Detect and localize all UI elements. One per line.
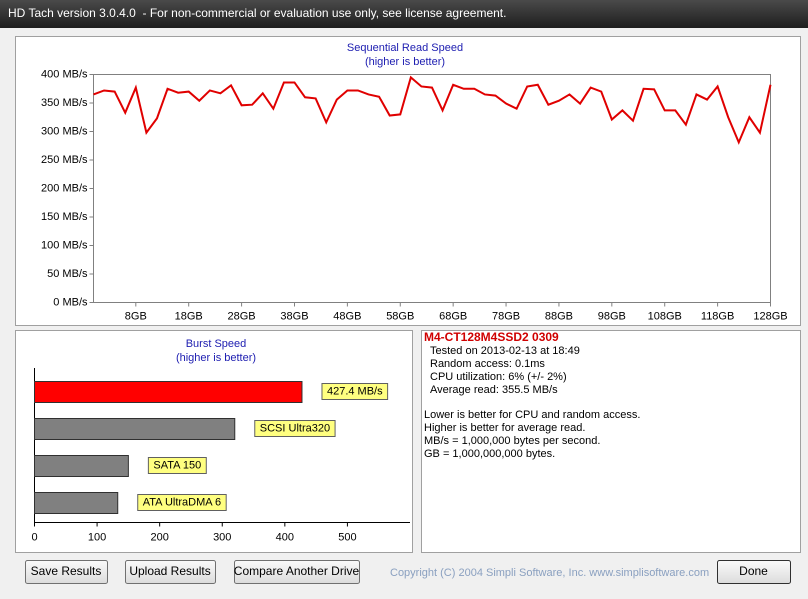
drive-name: M4-CT128M4SSD2 0309 bbox=[424, 330, 559, 344]
bar-label: 427.4 MB/s bbox=[327, 385, 383, 397]
y-tick-label: 400 MB/s bbox=[41, 68, 88, 80]
x-tick-label: 58GB bbox=[386, 310, 414, 322]
title-bar bbox=[0, 0, 808, 28]
window-title: HD Tach version 3.0.4.0 - For non-commer… bbox=[8, 6, 506, 20]
y-tick-label: 250 MB/s bbox=[41, 154, 88, 166]
bar-label-box bbox=[254, 420, 336, 437]
x-tick-label: 68GB bbox=[439, 310, 467, 322]
x-tick-label: 98GB bbox=[598, 310, 626, 322]
bar-label: SCSI Ultra320 bbox=[260, 422, 330, 434]
x-tick-label: 38GB bbox=[280, 310, 308, 322]
info-line: Tested on 2013-02-13 at 18:49 bbox=[430, 345, 580, 357]
button-label[interactable]: Upload Results bbox=[129, 564, 210, 578]
read-line bbox=[93, 75, 772, 145]
x-tick-label: 118GB bbox=[701, 310, 734, 322]
x-tick-label: 100 bbox=[88, 531, 106, 543]
button[interactable] bbox=[717, 560, 791, 584]
x-tick-label: 18GB bbox=[175, 310, 203, 322]
x-tick-label: 0 bbox=[31, 531, 37, 543]
bar bbox=[34, 381, 303, 403]
x-tick-label: 88GB bbox=[545, 310, 573, 322]
button[interactable] bbox=[25, 560, 108, 584]
bar-label-box bbox=[321, 383, 389, 400]
y-tick-label: 100 MB/s bbox=[41, 239, 88, 251]
button-label[interactable]: Save Results bbox=[31, 564, 102, 578]
bar-label-box bbox=[137, 494, 227, 511]
button-label[interactable]: Done bbox=[739, 564, 768, 578]
bar-label-box bbox=[147, 457, 207, 474]
y-tick-label: 50 MB/s bbox=[47, 268, 88, 280]
info-line: Random access: 0.1ms bbox=[430, 358, 545, 370]
x-tick-label: 28GB bbox=[228, 310, 256, 322]
x-tick-label: 108GB bbox=[648, 310, 682, 322]
y-tick-label: 150 MB/s bbox=[41, 211, 88, 223]
x-tick-label: 48GB bbox=[333, 310, 361, 322]
info-note: MB/s = 1,000,000 bytes per second. bbox=[424, 435, 600, 447]
x-tick-label: 500 bbox=[338, 531, 356, 543]
button[interactable] bbox=[234, 560, 360, 584]
bar bbox=[34, 418, 236, 440]
info-line: CPU utilization: 6% (+/- 2%) bbox=[430, 371, 567, 383]
chart-title: Sequential Read Speed bbox=[347, 42, 463, 54]
x-tick-label: 200 bbox=[150, 531, 168, 543]
info-line: Average read: 355.5 MB/s bbox=[430, 384, 558, 396]
copyright: Copyright (C) 2004 Simpli Software, Inc.… bbox=[390, 567, 709, 579]
x-tick-label: 300 bbox=[213, 531, 231, 543]
bar-label: SATA 150 bbox=[153, 459, 201, 471]
x-tick-label: 8GB bbox=[125, 310, 147, 322]
y-tick-label: 350 MB/s bbox=[41, 97, 88, 109]
chart-title: Burst Speed bbox=[186, 338, 247, 350]
info-note: Lower is better for CPU and random acces… bbox=[424, 409, 640, 421]
y-tick-label: 300 MB/s bbox=[41, 125, 88, 137]
info-panel bbox=[421, 330, 801, 553]
plot-area bbox=[93, 74, 771, 303]
x-tick-label: 128GB bbox=[753, 310, 787, 322]
y-tick-label: 0 MB/s bbox=[53, 296, 88, 308]
button-label[interactable]: Compare Another Drive bbox=[234, 564, 360, 578]
bar bbox=[34, 492, 119, 514]
chart-subtitle: (higher is better) bbox=[176, 352, 256, 364]
burst-panel bbox=[15, 330, 413, 553]
chart-subtitle: (higher is better) bbox=[365, 56, 445, 68]
info-note: Higher is better for average read. bbox=[424, 422, 585, 434]
x-tick-label: 400 bbox=[276, 531, 294, 543]
bar bbox=[34, 455, 129, 477]
y-tick-label: 200 MB/s bbox=[41, 182, 88, 194]
info-note: GB = 1,000,000,000 bytes. bbox=[424, 448, 555, 460]
button[interactable] bbox=[125, 560, 216, 584]
bar-label: ATA UltraDMA 6 bbox=[143, 496, 221, 508]
x-tick-label: 78GB bbox=[492, 310, 520, 322]
